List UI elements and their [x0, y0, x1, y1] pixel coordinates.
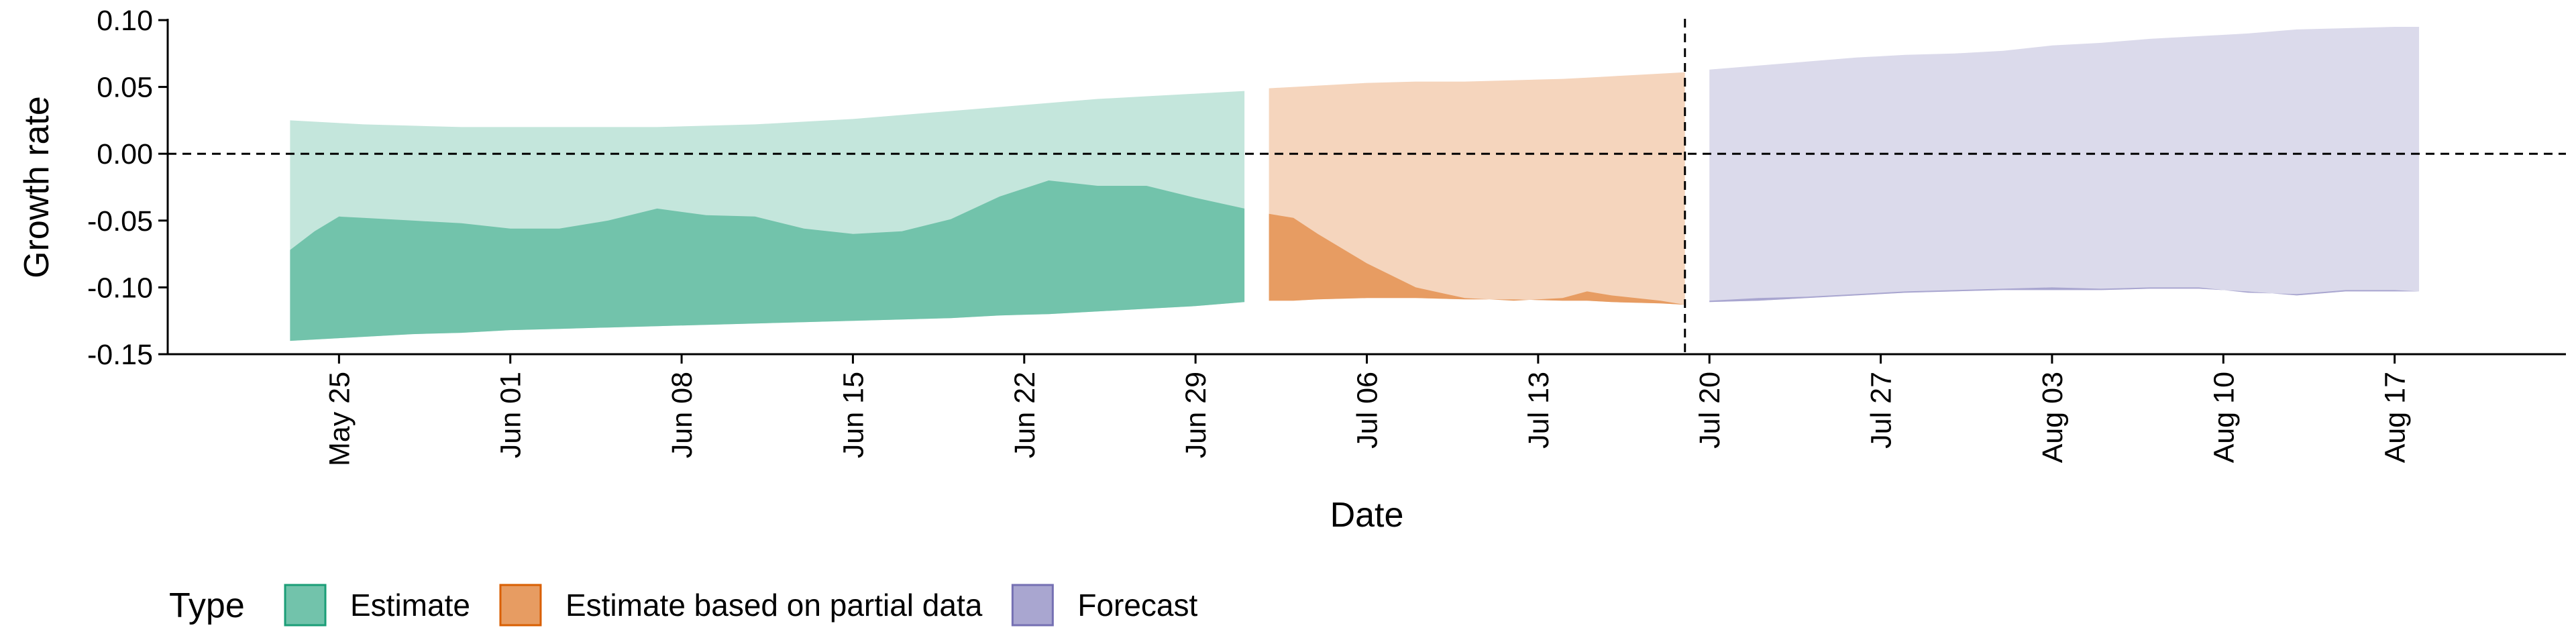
x-axis-title: Date: [1330, 496, 1404, 535]
band-inner-estimate: [290, 180, 1245, 341]
x-tick-label: May 25: [323, 372, 356, 466]
series-bands: [290, 27, 2420, 341]
band-outer-forecast: [1709, 27, 2420, 303]
y-tick-label: 0.00: [97, 138, 153, 170]
y-tick-label: -0.05: [87, 205, 153, 237]
x-tick-label: Jul 20: [1694, 372, 1726, 449]
reference-lines: [168, 19, 2566, 354]
x-tick-label: Aug 10: [2208, 372, 2240, 463]
y-tick-label: -0.10: [87, 272, 153, 304]
legend: Type Estimate Estimate based on partial da…: [169, 584, 1198, 627]
band-inner-estimate-based-on-partial-data: [1269, 213, 1685, 305]
x-tick-label: Jul 06: [1352, 372, 1384, 449]
legend-key-estimate-based-on-partial-data: [499, 584, 542, 627]
legend-label-forecast: Forecast: [1077, 588, 1197, 623]
legend-key-estimate: [284, 584, 327, 627]
legend-label-estimate: Estimate: [350, 588, 470, 623]
x-tick-label: Jun 08: [666, 372, 698, 458]
band-outer-estimate-based-on-partial-data: [1269, 72, 1685, 305]
x-tick-label: Jun 29: [1180, 372, 1212, 458]
legend-key-forecast: [1011, 584, 1054, 627]
y-tick-label: 0.05: [97, 72, 153, 104]
band-inner-forecast: [1709, 287, 2420, 303]
legend-label-estimate-based-on-partial-data: Estimate based on partial data: [566, 588, 983, 623]
y-tick-label: -0.15: [87, 339, 153, 371]
x-tick-label: Aug 03: [2037, 372, 2069, 463]
x-tick-label: Jul 13: [1523, 372, 1555, 449]
x-tick-label: Aug 17: [2379, 372, 2412, 463]
x-tick-label: Jul 27: [1866, 372, 1898, 449]
x-tick-label: Jun 15: [837, 372, 869, 458]
x-tick-label: Jun 22: [1009, 372, 1041, 458]
y-tick-label: 0.10: [97, 5, 153, 37]
x-tick-label: Jun 01: [495, 372, 527, 458]
axes: 0.10 0.05 0.00 -0.05 -0.10 -0.15 May 25 Jun 01 J…: [17, 5, 2566, 535]
legend-title: Type: [169, 586, 245, 625]
y-axis-title: Growth rate: [17, 96, 56, 278]
